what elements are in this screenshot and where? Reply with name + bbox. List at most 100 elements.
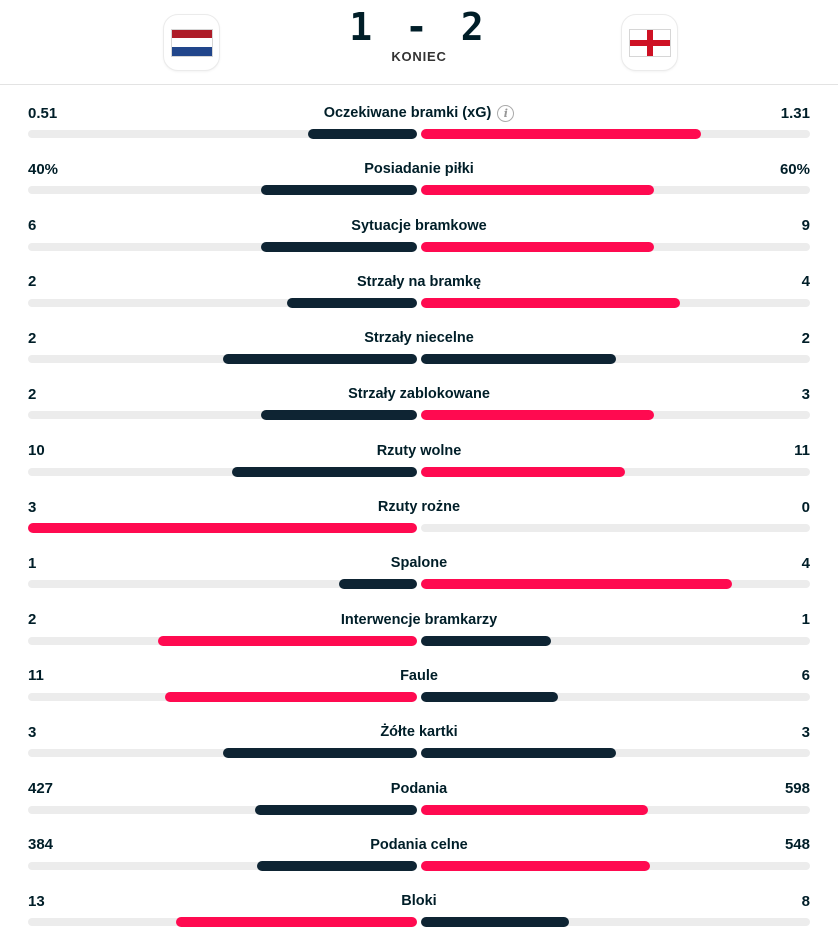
stat-head: 3 Rzuty rożne 0 (28, 497, 810, 517)
nl-blue-stripe (171, 46, 212, 56)
stat-bars (28, 748, 810, 759)
away-value: 1 (801, 611, 810, 629)
home-value: 384 (28, 836, 54, 854)
home-bar (261, 410, 417, 421)
home-value: 2 (28, 329, 37, 347)
stat-label: Podania (100, 781, 738, 797)
stat-label-text: Podania celne (370, 836, 468, 853)
home-value: 1 (28, 554, 37, 572)
stat-bars (28, 354, 810, 365)
away-team-badge (621, 14, 678, 71)
stat-head: 2 Strzały niecelne 2 (28, 328, 810, 348)
away-value: 11 (794, 442, 810, 460)
stat-head: 1 Spalone 4 (28, 553, 810, 573)
stat-row: 6 Sytuacje bramkowe 9 (28, 204, 810, 260)
home-value: 3 (28, 723, 37, 741)
stat-label-text: Strzały niecelne (364, 330, 474, 347)
stat-bars (28, 185, 810, 196)
home-bar-track (28, 523, 417, 534)
home-bar-track (28, 860, 417, 871)
stat-label-text: Podania (390, 780, 448, 797)
away-bar-track (421, 917, 810, 928)
away-bar-track (421, 185, 810, 196)
home-value: 40% (28, 160, 59, 178)
stat-label-text: Sytuacje bramkowe (351, 217, 487, 234)
stat-head: 427 Podania 598 (28, 779, 810, 799)
away-value: 548 (784, 836, 810, 854)
netherlands-flag-icon (170, 28, 213, 57)
home-value: 2 (28, 611, 37, 629)
away-bar-track (421, 804, 810, 815)
stat-head: 11 Faule 6 (28, 666, 810, 686)
stat-label: Rzuty wolne (100, 443, 738, 459)
stat-head: 13 Bloki 8 (28, 891, 810, 911)
stat-row: 2 Strzały niecelne 2 (28, 316, 810, 372)
away-bar-track (421, 860, 810, 871)
stat-bars (28, 466, 810, 477)
stat-label: Interwencje bramkarzy (100, 612, 738, 628)
stat-row: 11 Faule 6 (28, 654, 810, 710)
home-bar-track (28, 691, 417, 702)
info-icon[interactable]: i (497, 104, 515, 122)
home-bar (165, 691, 417, 702)
home-bar-track (28, 410, 417, 421)
stat-label-text: Bloki (401, 893, 437, 910)
away-bar-track (421, 579, 810, 590)
away-bar (421, 917, 570, 928)
away-bar-track (421, 297, 810, 308)
score-block: 1 - 2 KONIEC (0, 6, 838, 64)
stat-head: 2 Interwencje bramkarzy 1 (28, 610, 810, 630)
away-bar-track (421, 691, 810, 702)
away-value: 60% (779, 160, 810, 178)
stat-row: 10 Rzuty wolne 11 (28, 429, 810, 485)
home-bar-track (28, 129, 417, 139)
stat-row: 1 Spalone 4 (28, 541, 810, 597)
away-bar (421, 748, 616, 759)
home-value: 11 (28, 667, 44, 685)
stat-bars (28, 635, 810, 646)
away-value: 3 (801, 723, 810, 741)
away-value: 4 (801, 554, 810, 572)
stat-bars (28, 860, 810, 871)
away-bar (421, 860, 650, 871)
stat-row: 13 Bloki 8 (28, 879, 810, 930)
away-bar (421, 129, 701, 139)
home-bar-track (28, 804, 417, 815)
stat-row: 40% Posiadanie piłki 60% (28, 147, 810, 203)
stat-label: Żółte kartki (100, 724, 738, 740)
stat-row: 384 Podania celne 548 (28, 823, 810, 879)
home-bar (261, 185, 417, 196)
away-bar (421, 691, 559, 702)
home-value: 0.51 (28, 104, 58, 122)
stat-row: 2 Strzały na bramkę 4 (28, 260, 810, 316)
away-bar (421, 410, 655, 421)
stat-row: 427 Podania 598 (28, 767, 810, 823)
stat-bars (28, 410, 810, 421)
home-bar (28, 523, 417, 534)
away-value: 8 (801, 892, 810, 910)
away-bar-track (421, 241, 810, 252)
stat-label-text: Faule (400, 667, 438, 684)
away-bar-track (421, 466, 810, 477)
stat-label-text: Rzuty wolne (376, 442, 462, 459)
stat-bars (28, 691, 810, 702)
match-header: 1 - 2 KONIEC (0, 0, 838, 85)
home-bar (287, 297, 417, 308)
stat-label: Strzały na bramkę (100, 274, 738, 290)
away-value: 0 (801, 498, 810, 516)
stat-head: 6 Sytuacje bramkowe 9 (28, 216, 810, 236)
home-bar (157, 635, 417, 646)
stat-bars (28, 579, 810, 590)
england-flag-icon (628, 28, 671, 57)
home-team-badge (163, 14, 220, 71)
stat-bars (28, 523, 810, 534)
stat-label: Posiadanie piłki (100, 161, 738, 177)
stat-bars (28, 129, 810, 139)
stat-label: Oczekiwane bramki (xG) i (100, 104, 738, 122)
home-bar (308, 129, 417, 139)
stat-label: Bloki (100, 893, 738, 909)
nl-red-stripe (171, 29, 212, 39)
stat-head: 2 Strzały na bramkę 4 (28, 272, 810, 292)
stat-label-text: Żółte kartki (380, 724, 458, 741)
away-value: 6 (801, 667, 810, 685)
